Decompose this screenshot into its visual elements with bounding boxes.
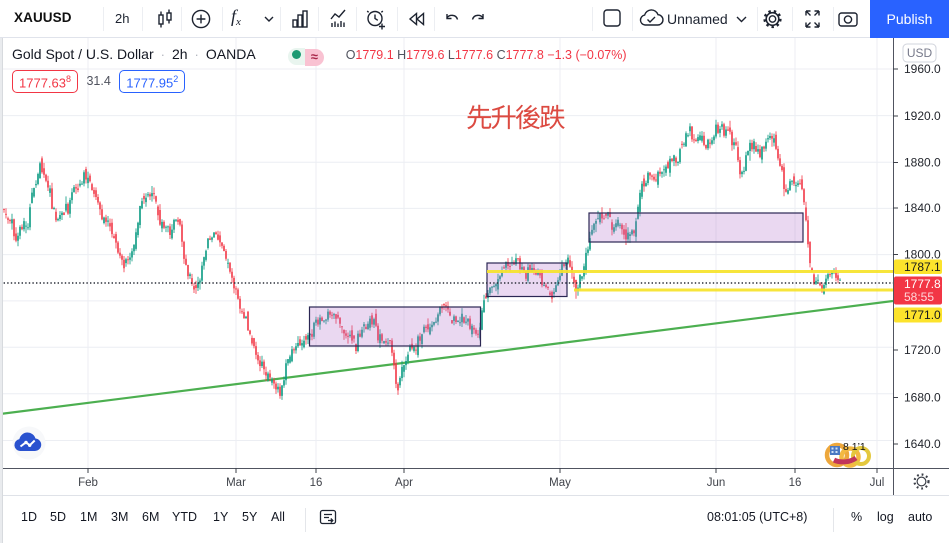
svg-text:1640.0: 1640.0	[904, 437, 941, 451]
svg-text:16: 16	[310, 477, 323, 489]
svg-text:May: May	[549, 477, 571, 489]
svg-text:1920.0: 1920.0	[904, 109, 941, 123]
svg-text:1840.0: 1840.0	[904, 201, 941, 215]
svg-text:Mar: Mar	[226, 477, 246, 489]
svg-text:Jul: Jul	[870, 477, 885, 489]
svg-text:58:55: 58:55	[904, 290, 934, 304]
svg-text:1800.0: 1800.0	[904, 248, 941, 262]
svg-text:USD: USD	[907, 46, 933, 60]
svg-text:1771.0: 1771.0	[904, 308, 941, 322]
svg-text:Jun: Jun	[707, 477, 726, 489]
svg-text:1680.0: 1680.0	[904, 391, 941, 405]
svg-text:1777.8: 1777.8	[904, 277, 941, 291]
svg-text:1880.0: 1880.0	[904, 156, 941, 170]
svg-text:Apr: Apr	[395, 477, 413, 489]
svg-text:16: 16	[789, 477, 802, 489]
svg-text:1960.0: 1960.0	[904, 62, 941, 76]
svg-text:Feb: Feb	[78, 477, 98, 489]
svg-text:1787.1: 1787.1	[904, 260, 941, 274]
svg-text:8 1’1: 8 1’1	[843, 441, 866, 453]
svg-text:1720.0: 1720.0	[904, 343, 941, 357]
